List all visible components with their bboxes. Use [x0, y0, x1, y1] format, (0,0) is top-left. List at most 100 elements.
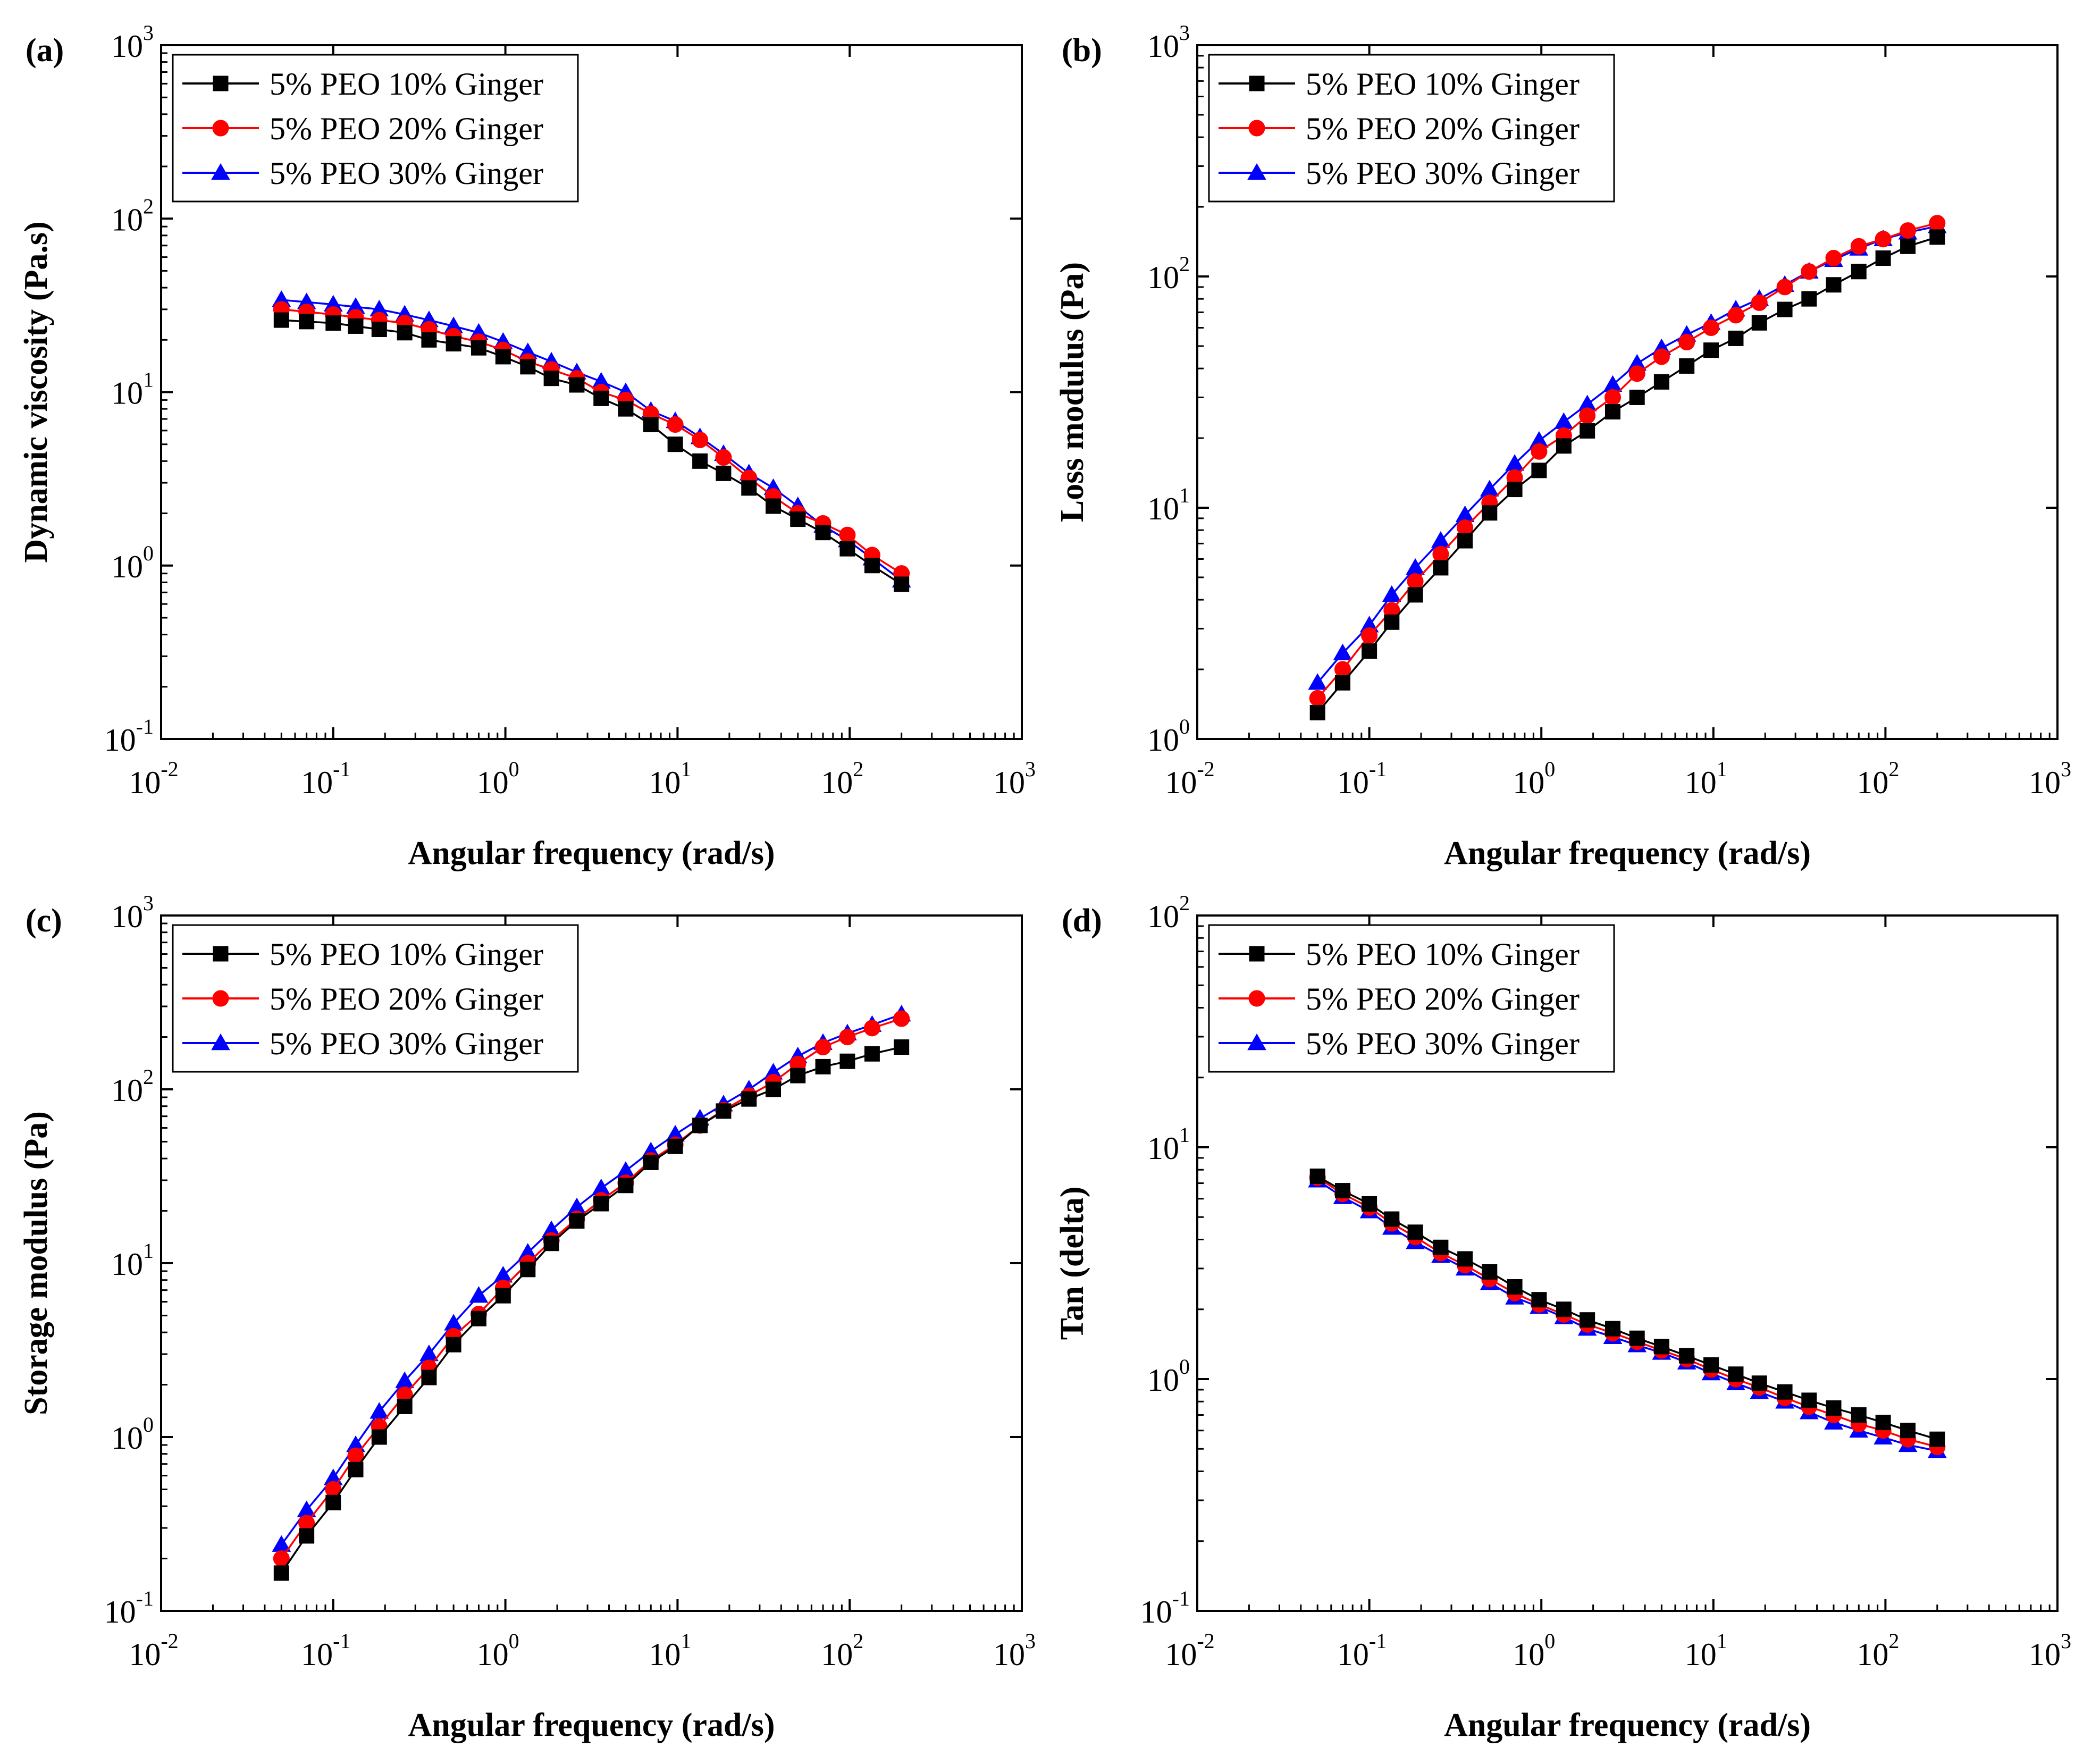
- legend-marker: [1247, 1033, 1266, 1051]
- y-tick-label: 103: [1147, 21, 1190, 64]
- plot-frame: [1196, 914, 2059, 1612]
- legend-label: 5% PEO 30% Ginger: [270, 156, 543, 191]
- data-point: [273, 312, 289, 328]
- series-line: [1317, 1177, 1938, 1448]
- data-point: [716, 465, 732, 481]
- y-tick-base: 10: [1147, 723, 1179, 758]
- data-point: [1826, 1400, 1842, 1416]
- legend-item-1: 5% PEO 20% Ginger: [1219, 981, 1580, 1017]
- y-tick-base: 10: [104, 723, 136, 758]
- data-point: [471, 340, 486, 356]
- legend-label: 5% PEO 10% Ginger: [1306, 937, 1580, 972]
- x-tick-label: 100: [1513, 757, 1555, 800]
- data-point: [569, 377, 585, 393]
- data-point: [1777, 1384, 1793, 1400]
- y-axis-label: Dynamic viscosity (Pa.s): [18, 221, 54, 562]
- x-tick-exponent: -1: [333, 1629, 350, 1653]
- data-point: [1751, 315, 1767, 331]
- data-point: [692, 453, 708, 469]
- y-tick-base: 10: [1147, 491, 1179, 526]
- data-point: [894, 1039, 910, 1055]
- legend-marker: [211, 163, 230, 180]
- data-point: [543, 1236, 559, 1251]
- legend-marker: [213, 75, 229, 91]
- series-line: [1316, 236, 1938, 713]
- x-tick-exponent: 2: [853, 757, 863, 781]
- y-tick-base: 10: [111, 1421, 143, 1456]
- series-2: [1308, 216, 1947, 690]
- y-tick-base: 10: [111, 899, 143, 934]
- data-point: [593, 1196, 609, 1212]
- x-tick-exponent: -2: [161, 757, 178, 781]
- x-axis-label: Angular frequency (rad/s): [408, 835, 775, 871]
- x-tick-exponent: -2: [1197, 1629, 1214, 1653]
- y-tick-exponent: 2: [143, 1065, 154, 1089]
- y-tick-label: 101: [1147, 1123, 1190, 1166]
- data-point: [1579, 407, 1596, 424]
- legend: 5% PEO 10% Ginger 5% PEO 20% Ginger 5% PEO…: [172, 54, 579, 203]
- series-1: [273, 1010, 910, 1567]
- x-tick-exponent: 2: [1888, 1629, 1899, 1653]
- y-tick-base: 10: [1147, 29, 1179, 64]
- y-tick-label: 10-1: [104, 715, 154, 758]
- data-point: [1826, 277, 1842, 293]
- data-point: [790, 1068, 806, 1083]
- y-tick-base: 10: [1147, 899, 1179, 934]
- data-point: [1531, 463, 1547, 478]
- data-point: [893, 1010, 910, 1027]
- y-tick-label: 102: [111, 1065, 154, 1108]
- y-tick-base: 10: [111, 202, 143, 237]
- x-tick-base: 10: [1685, 765, 1717, 800]
- legend-item-1: 5% PEO 20% Ginger: [1219, 111, 1580, 146]
- data-point: [863, 1020, 880, 1037]
- y-axis-label: Loss modulus (Pa): [1054, 262, 1090, 522]
- x-tick-exponent: 0: [1544, 757, 1555, 781]
- legend-label: 5% PEO 20% Ginger: [1306, 981, 1580, 1017]
- x-tick-base: 10: [301, 765, 333, 800]
- x-tick-label: 103: [993, 757, 1036, 800]
- x-tick-label: 102: [821, 1629, 863, 1672]
- x-tick-exponent: 0: [509, 757, 519, 781]
- legend: 5% PEO 10% Ginger 5% PEO 20% Ginger 5% PEO…: [1208, 54, 1615, 203]
- data-point: [1382, 585, 1401, 602]
- data-point: [397, 1398, 413, 1414]
- series-1: [1309, 215, 1946, 707]
- y-tick-exponent: 0: [143, 541, 154, 565]
- data-point: [520, 359, 536, 375]
- data-point: [1554, 412, 1574, 429]
- x-tick-label: 103: [993, 1629, 1036, 1672]
- series-line: [281, 299, 902, 582]
- data-point: [1929, 229, 1945, 245]
- legend-label: 5% PEO 20% Ginger: [270, 981, 543, 1017]
- data-point: [1801, 263, 1818, 280]
- x-tick-base: 10: [1337, 1637, 1369, 1672]
- legend-item-1: 5% PEO 20% Ginger: [182, 981, 543, 1017]
- data-point: [1362, 1196, 1377, 1212]
- x-axis-ticks: 10-2 10-1 100 101 102 103: [129, 915, 1036, 1672]
- series-2: [272, 1004, 911, 1552]
- x-tick-label: 100: [1513, 1629, 1555, 1672]
- legend-item-0: 5% PEO 10% Ginger: [1219, 937, 1580, 972]
- x-tick-base: 10: [993, 1637, 1025, 1672]
- x-axis-ticks: 10-2 10-1 100 101 102 103: [1165, 45, 2071, 800]
- data-point: [1507, 1279, 1523, 1295]
- legend-marker: [1249, 946, 1265, 962]
- x-axis-ticks: 10-2 10-1 100 101 102 103: [1165, 915, 2071, 1672]
- x-axis-label: Angular frequency (rad/s): [1444, 835, 1811, 871]
- data-point: [1580, 423, 1595, 439]
- data-point: [543, 371, 559, 387]
- x-tick-base: 10: [821, 1637, 853, 1672]
- y-tick-base: 10: [111, 549, 143, 584]
- data-point: [273, 1565, 289, 1581]
- x-tick-base: 10: [993, 765, 1025, 800]
- data-point: [1653, 374, 1669, 390]
- x-tick-label: 101: [1685, 757, 1727, 800]
- data-point: [814, 1039, 831, 1056]
- data-point: [1407, 587, 1423, 603]
- data-point: [325, 315, 341, 331]
- legend-marker: [1247, 163, 1266, 180]
- data-point: [1334, 1183, 1350, 1199]
- data-point: [864, 1046, 880, 1062]
- data-point: [1556, 1301, 1572, 1317]
